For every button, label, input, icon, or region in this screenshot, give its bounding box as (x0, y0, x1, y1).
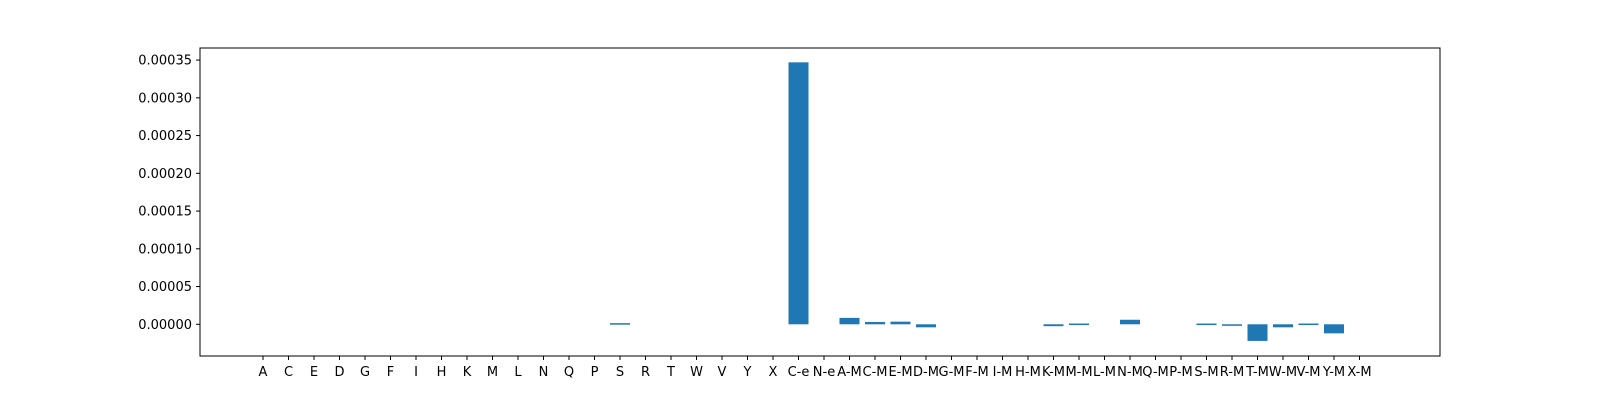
x-tick-label-F: F (387, 365, 394, 380)
x-tick-label-P-M: P-M (1169, 365, 1192, 380)
x-tick-label-S-M: S-M (1194, 365, 1218, 380)
x-tick-label-M: M (487, 365, 498, 380)
x-tick-label-F-M: F-M (965, 365, 988, 380)
x-tick-label-T: T (666, 365, 675, 380)
x-tick-label-V-M: V-M (1296, 365, 1320, 380)
x-tick-label-L-M: L-M (1093, 365, 1116, 380)
x-tick-label-Q: Q (564, 365, 574, 380)
x-tick-label-Y-M: Y-M (1322, 365, 1345, 380)
x-tick-label-H: H (437, 365, 447, 380)
x-tick-label-H-M: H-M (1015, 365, 1041, 380)
bar-E-M (890, 321, 911, 325)
bar-C-e (788, 62, 809, 325)
x-tick-label-D: D (334, 365, 344, 380)
bars-group (610, 62, 1344, 341)
x-tick-label-W: W (690, 365, 703, 380)
x-tick-label-I-M: I-M (993, 365, 1013, 380)
y-tick-label: 0.00005 (138, 280, 192, 295)
y-tick-label: 0.00010 (138, 242, 192, 257)
x-tick-label-E: E (310, 365, 318, 380)
x-tick-label-P: P (591, 365, 599, 380)
bar-Y-M (1324, 324, 1344, 334)
y-tick-label: 0.00030 (138, 91, 192, 106)
x-tick-label-M-M: M-M (1065, 365, 1092, 380)
bar-N-M (1120, 319, 1140, 325)
bar-S-M (1196, 323, 1217, 326)
y-tick-label: 0.00000 (138, 318, 192, 333)
x-tick-label-R-M: R-M (1220, 365, 1244, 380)
y-tick-label: 0.00025 (138, 129, 192, 144)
x-tick-label-V: V (718, 365, 727, 380)
x-tick-label-N: N (539, 365, 549, 380)
x-tick-label-A-M: A-M (837, 365, 862, 380)
x-tick-label-G-M: G-M (939, 365, 965, 380)
bar-K-M (1043, 324, 1064, 327)
x-tick-label-D-M: D-M (913, 365, 939, 380)
bar-T-M (1247, 324, 1268, 341)
x-tick-label-K: K (463, 365, 472, 380)
x-axis: A C E D G F I H K M L N Q P S R T W V Y X C-e N-e A-M C-M E-M D-M G… (259, 356, 1372, 380)
x-tick-label-Q-M: Q-M (1142, 365, 1169, 380)
bar-W-M (1273, 324, 1293, 328)
bar-S (610, 323, 630, 325)
y-tick-label: 0.00020 (138, 167, 192, 182)
x-tick-label-S: S (616, 365, 624, 380)
bar-V-M (1298, 323, 1319, 326)
x-tick-label-W-M: W-M (1269, 365, 1297, 380)
bar-A-M (839, 317, 860, 325)
x-tick-label-X-M: X-M (1347, 365, 1371, 380)
y-tick-label: 0.00015 (138, 205, 192, 220)
x-tick-label-G: G (360, 365, 370, 380)
bar-M-M (1069, 323, 1089, 326)
x-tick-label-T-M: T-M (1245, 365, 1269, 380)
x-tick-label-L: L (514, 365, 522, 380)
x-tick-label-X: X (769, 365, 778, 380)
bar-C-M (865, 322, 885, 325)
x-tick-label-A: A (259, 365, 268, 380)
x-tick-label-R: R (641, 365, 650, 380)
x-tick-label-C-e: C-e (788, 365, 810, 380)
y-tick-label: 0.00035 (138, 54, 192, 69)
bar-D-M (916, 324, 936, 328)
y-axis: 0.00000 0.00005 0.00010 0.00015 0.00020 0.000… (138, 54, 200, 333)
x-tick-label-E-M: E-M (888, 365, 912, 380)
x-tick-label-K-M: K-M (1042, 365, 1065, 380)
plot-frame (199, 47, 1441, 357)
bar-R-M (1222, 324, 1242, 326)
x-tick-label-C-M: C-M (863, 365, 888, 380)
x-tick-label-I: I (414, 365, 418, 380)
x-tick-label-N-e: N-e (813, 365, 835, 380)
x-tick-label-Y: Y (743, 365, 752, 380)
x-tick-label-N-M: N-M (1117, 365, 1143, 380)
x-tick-label-C: C (284, 365, 293, 380)
